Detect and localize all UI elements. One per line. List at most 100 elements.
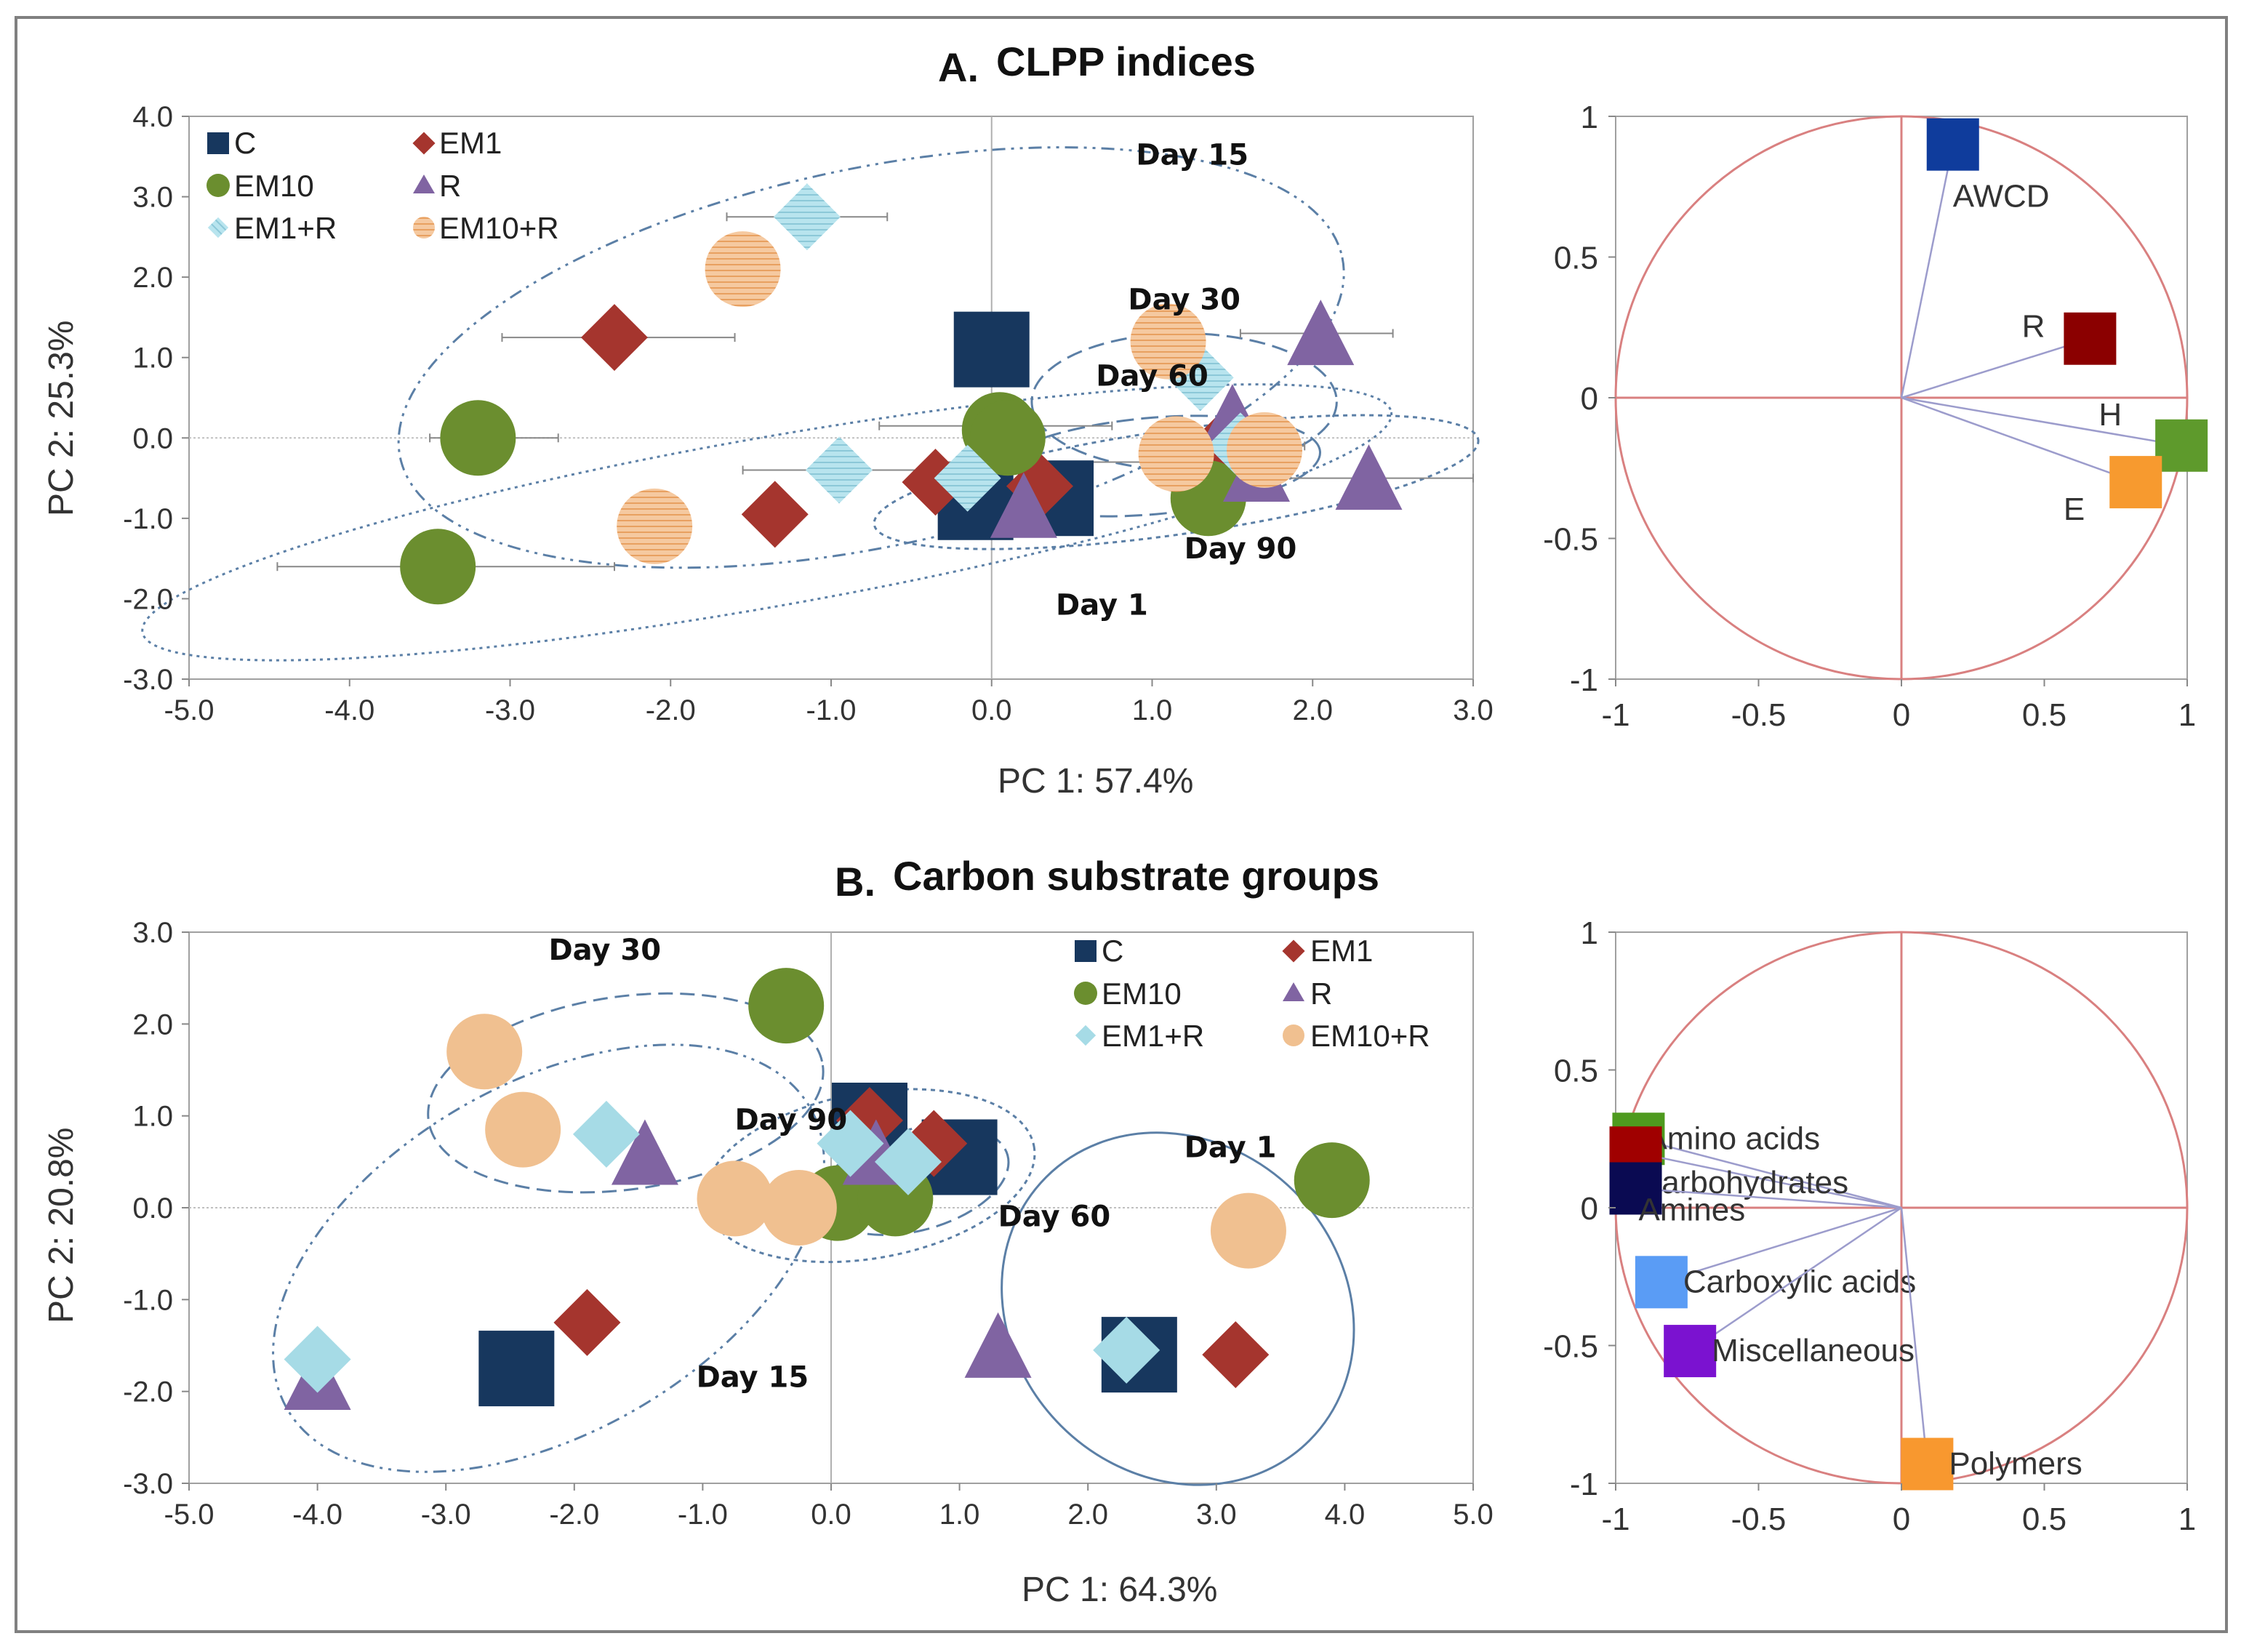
y-tick-label: 2.0 <box>132 262 173 294</box>
y-tick-label: 3.0 <box>132 917 173 949</box>
y-tick-label: -0.5 <box>1543 1329 1598 1365</box>
panel-b-scatter: Day 30 Day 90 Day 1 Day 60 Day 15 -5.0 -4.0 -3… <box>42 917 1494 1609</box>
y-tick-label: -1.0 <box>123 1284 173 1316</box>
data-point-r <box>1287 300 1355 366</box>
data-point-em1-plus-r <box>806 436 873 504</box>
panel-a-loading-circle: AWCD R H E -1 -0.5 0 0.5 1 1 0.5 0 -0.5 -1 <box>1543 100 2208 733</box>
data-point-em10 <box>440 400 516 476</box>
y-tick-label: -2.0 <box>123 583 173 615</box>
legend-label-c: C <box>1102 934 1123 968</box>
data-point-em10-plus-r <box>1227 412 1303 488</box>
y-tick-label: 1 <box>1581 915 1598 951</box>
y-tick-label: -1.0 <box>123 503 173 535</box>
y-tick-label: 1 <box>1581 100 1598 135</box>
x-tick-label: 0 <box>1893 1501 1910 1537</box>
data-point-c <box>953 311 1030 388</box>
y-tick-label: -3.0 <box>123 1468 173 1500</box>
loading-label: Carbohydrates <box>1639 1165 1849 1200</box>
data-point-em10-plus-r <box>1130 303 1206 380</box>
legend: C EM1 EM10 R EM1+R EM10+R <box>1074 934 1430 1053</box>
data-point-r <box>990 472 1057 538</box>
x-tick-label: 1 <box>2178 697 2196 733</box>
x-tick-label: -3.0 <box>421 1499 471 1531</box>
loading-vector <box>1689 1206 1902 1352</box>
day-label: Day 30 <box>1128 283 1240 316</box>
data-point-em10 <box>969 400 1046 476</box>
loading-vector <box>1901 396 2136 484</box>
day-label: Day 15 <box>697 1360 809 1394</box>
x-tick-label: -2.0 <box>549 1499 599 1531</box>
data-point-em1 <box>580 304 648 372</box>
legend-marker-r <box>413 175 435 193</box>
legend-label-r: R <box>1310 977 1332 1011</box>
loading-vector <box>1900 1207 1928 1464</box>
y-tick-label: -0.5 <box>1543 522 1598 558</box>
loading-label: Amino acids <box>1645 1120 1820 1156</box>
loading-label: Carboxylic acids <box>1683 1264 1916 1299</box>
x-tick-label: -5.0 <box>164 1499 215 1531</box>
x-tick-label: 5.0 <box>1453 1499 1494 1531</box>
day-label: Day 1 <box>1056 589 1148 622</box>
legend-label-em10: EM10 <box>1102 977 1182 1011</box>
data-point-em10-plus-r <box>697 1160 773 1237</box>
legend-marker-em1 <box>1282 939 1305 963</box>
day-label: Day 15 <box>1136 138 1248 172</box>
y-tick-label: 0.5 <box>1554 1054 1598 1089</box>
x-tick-label: -5.0 <box>164 694 215 726</box>
loading-label: Polymers <box>1949 1446 2082 1481</box>
day-label: Day 60 <box>998 1200 1111 1233</box>
y-tick-label: -3.0 <box>123 664 173 696</box>
x-tick-label: -4.0 <box>292 1499 342 1531</box>
x-tick-label: 3.0 <box>1453 694 1494 726</box>
loading-label: Amines <box>1639 1192 1746 1227</box>
y-tick-label: 3.0 <box>132 182 173 214</box>
data-point-r <box>1335 444 1403 510</box>
loading-marker-carboxylic-acids <box>1635 1256 1688 1309</box>
legend-label-em1: EM1 <box>1310 934 1373 968</box>
loading-label: AWCD <box>1953 179 2050 214</box>
y-tick-label: -1 <box>1570 1467 1598 1502</box>
loading-vector <box>1901 337 2090 399</box>
x-tick-label: -3.0 <box>485 694 535 726</box>
data-point-em10-plus-r <box>485 1091 561 1168</box>
loading-vector <box>1661 1206 1902 1283</box>
data-point-c <box>478 1331 555 1407</box>
day-label: Day 90 <box>1184 532 1297 566</box>
loading-vector <box>1635 1187 1902 1209</box>
legend: C EM1 EM10 R EM1+R EM10+R <box>207 126 559 245</box>
loading-marker-polymers <box>1901 1438 1954 1491</box>
loading-vector <box>1635 1151 1902 1209</box>
legend-label-em1r: EM1+R <box>234 211 337 245</box>
x-axis-label: PC 1: 64.3% <box>1022 1571 1217 1609</box>
x-tick-label: -0.5 <box>1731 1501 1787 1537</box>
legend-label-em1: EM1 <box>439 126 502 160</box>
day-label: Day 60 <box>1096 359 1208 393</box>
y-tick-label: 0.5 <box>1554 241 1598 276</box>
legend-marker-em10 <box>1074 982 1097 1005</box>
day-ellipse <box>397 146 1345 569</box>
plot-area <box>188 116 1474 680</box>
loading-marker-e <box>2109 456 2162 509</box>
day-label: Day 90 <box>735 1104 848 1137</box>
x-tick-label: 2.0 <box>1292 694 1333 726</box>
data-point-em10-plus-r <box>1210 1192 1286 1269</box>
data-point-em1 <box>1202 1321 1270 1389</box>
legend-marker-em10 <box>207 174 230 197</box>
y-tick-label: -2.0 <box>123 1376 173 1408</box>
legend-label-em10r: EM10+R <box>439 211 559 245</box>
data-point-em1-plus-r <box>1093 1316 1160 1384</box>
y-tick-label: 1.0 <box>132 342 173 374</box>
scatter-layers: Day 30 Day 90 Day 1 Day 60 Day 15 <box>189 932 1473 1486</box>
loading-label: Miscellaneous <box>1712 1333 1915 1368</box>
x-tick-label: 0.0 <box>971 694 1012 726</box>
day-ellipse <box>983 414 1321 518</box>
loading-label: E <box>2064 492 2085 527</box>
y-tick-label: 0.0 <box>132 1192 173 1224</box>
panel-b-letter: B. <box>835 859 875 905</box>
legend-marker-c <box>1075 940 1097 962</box>
panel-a-scatter: Day 15 Day 30 Day 60 Day 90 Day 1 -5.0 -4.0 -3… <box>42 101 1494 801</box>
y-tick-label: 0 <box>1581 1191 1598 1227</box>
